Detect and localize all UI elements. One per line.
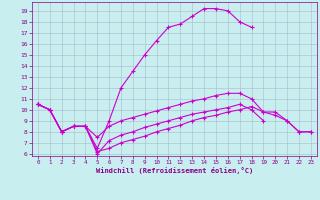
- X-axis label: Windchill (Refroidissement éolien,°C): Windchill (Refroidissement éolien,°C): [96, 167, 253, 174]
